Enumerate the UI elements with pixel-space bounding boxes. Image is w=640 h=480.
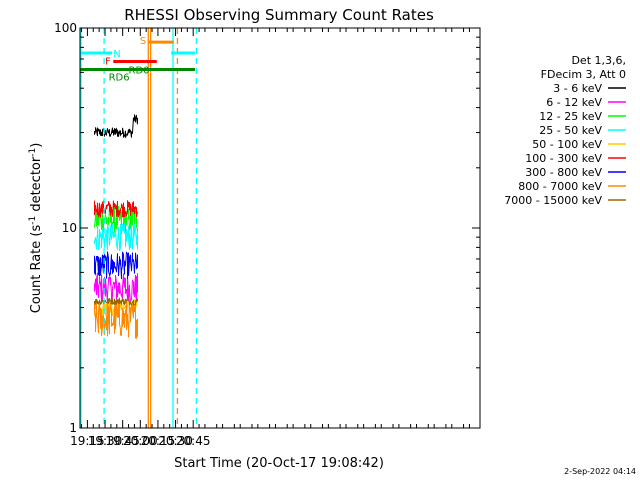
x-tick-label-1: 19:30 [88, 434, 123, 448]
series-line-0 [94, 114, 138, 138]
x-axis-label: Start Time (20-Oct-17 19:08:42) [174, 456, 384, 471]
footer-date: 2-Sep-2022 04:14 [564, 467, 636, 476]
y-tick-label-0: 100 [54, 21, 77, 35]
y-axis-label-end: ) [29, 143, 44, 148]
series-line-8 [94, 297, 138, 307]
flag-label-5: S [140, 36, 146, 47]
plot-frame [79, 27, 481, 429]
legend-entry-3: 25 - 50 keV [539, 124, 602, 137]
flag-label-3: RD0 [129, 66, 150, 77]
x-tick-label-5: 20:30 [158, 434, 193, 448]
y-axis-label-sup1: -1 [28, 216, 38, 225]
series-line-1 [94, 272, 138, 304]
y-axis-label-main: Count Rate (s [29, 225, 44, 314]
series-line-3 [94, 223, 138, 252]
y-tick-label-1: 10 [62, 221, 77, 235]
y-tick-label-2: 1 [69, 421, 77, 435]
x-tick-label-0: 19:15 [70, 434, 105, 448]
flag-label-2: F [105, 56, 111, 67]
flag-label-4: RD6 [109, 73, 130, 84]
x-tick-label-3: 20:00 [123, 434, 158, 448]
y-axis-label: Count Rate (s-1 detector-1) [28, 143, 44, 314]
legend-entry-1: 6 - 12 keV [546, 96, 602, 109]
legend-entry-4: 50 - 100 keV [532, 138, 602, 151]
series-line-6 [94, 251, 138, 280]
x-tick-label-6: 20:45 [176, 434, 211, 448]
x-tick-label-4: 20:15 [141, 434, 176, 448]
legend-header-1: FDecim 3, Att 0 [541, 68, 626, 81]
y-axis-label-mid: detector [29, 156, 44, 216]
flag-label-0: N [113, 49, 120, 60]
legend-entry-0: 3 - 6 keV [553, 82, 602, 95]
legend-entry-6: 300 - 800 keV [525, 166, 602, 179]
plot-inner [80, 28, 198, 428]
legend-entry-2: 12 - 25 keV [539, 110, 602, 123]
legend-header-0: Det 1,3,6, [571, 54, 626, 67]
series-line-5 [94, 200, 138, 218]
legend-entry-7: 800 - 7000 keV [518, 180, 602, 193]
legend-entry-5: 100 - 300 keV [525, 152, 602, 165]
x-tick-label-2: 19:45 [105, 434, 140, 448]
series-line-7 [94, 300, 138, 339]
y-axis-label-sup2: -1 [28, 148, 38, 157]
legend-entry-8: 7000 - 15000 keV [504, 194, 602, 207]
chart-title: RHESSI Observing Summary Count Rates [124, 6, 434, 24]
